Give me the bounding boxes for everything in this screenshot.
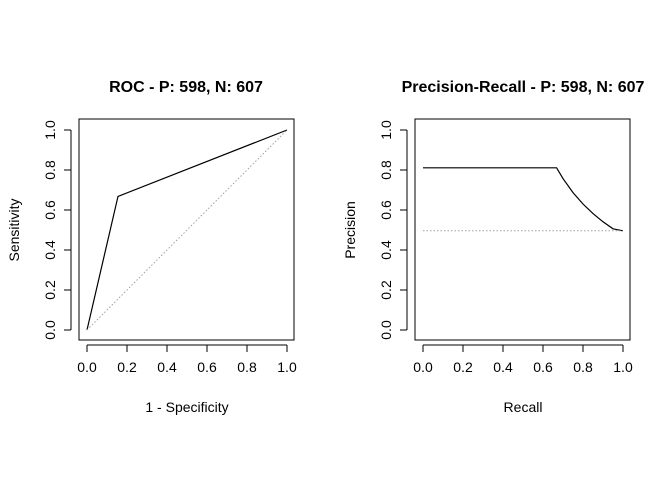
plot-marks [423,167,624,232]
x-axis: 0.0 0.2 0.4 0.6 0.8 1.0 [77,344,297,375]
curve-line [423,167,624,232]
y-axis-label: Sensitivity [6,198,22,261]
y-tick-label: 0.6 [378,200,394,220]
x-axis-label: Recall [504,399,543,415]
y-tick-label: 0.8 [42,160,58,180]
x-tick-label: 0.6 [533,359,553,375]
x-tick-label: 0.2 [453,359,473,375]
x-tick-label: 0.0 [413,359,433,375]
x-tick-label: 1.0 [613,359,633,375]
x-tick-label: 1.0 [277,359,297,375]
y-tick-label: 0.6 [42,200,58,220]
x-tick-label: 0.4 [493,359,513,375]
y-axis: 0.0 0.2 0.4 0.6 0.8 1.0 [378,120,408,340]
curve-line [86,129,288,331]
chart-title: Precision-Recall - P: 598, N: 607 [402,79,645,96]
roc-chart: ROC - P: 598, N: 607 1 - Specificity Sen… [6,79,297,415]
x-tick-label: 0.8 [573,359,593,375]
plot-marks [86,129,288,331]
y-tick-label: 0.0 [378,320,394,340]
y-tick-label: 0.4 [378,240,394,260]
x-tick-label: 0.6 [197,359,217,375]
y-tick-label: 0.2 [42,280,58,300]
x-axis: 0.0 0.2 0.4 0.6 0.8 1.0 [413,344,633,375]
y-tick-label: 0.8 [378,160,394,180]
y-tick-label: 0.2 [378,280,394,300]
y-tick-label: 1.0 [42,120,58,140]
y-tick-label: 0.0 [42,320,58,340]
x-tick-label: 0.8 [237,359,257,375]
reference-line [86,129,288,331]
y-axis-label: Precision [342,201,358,259]
plot-frame [78,118,295,341]
x-tick-label: 0.2 [117,359,137,375]
precision-recall-chart: Precision-Recall - P: 598, N: 607 Recall… [342,79,644,415]
x-tick-label: 0.4 [157,359,177,375]
y-tick-label: 0.4 [42,240,58,260]
x-tick-label: 0.0 [77,359,97,375]
x-axis-label: 1 - Specificity [145,399,228,415]
y-axis: 0.0 0.2 0.4 0.6 0.8 1.0 [42,120,72,340]
plot-frame [414,118,631,341]
chart-title: ROC - P: 598, N: 607 [109,79,263,96]
y-tick-label: 1.0 [378,120,394,140]
